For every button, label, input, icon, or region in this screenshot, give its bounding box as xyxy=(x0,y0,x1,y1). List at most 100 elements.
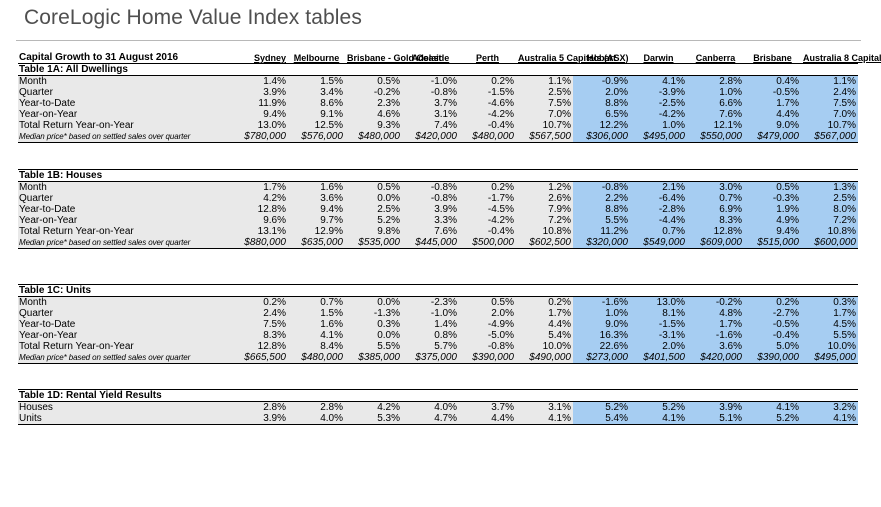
home-value-table: Capital Growth to 31 August 2016 Sydney Me… xyxy=(18,52,881,425)
value-cell: -4.2% xyxy=(459,108,516,120)
spacer-cell xyxy=(231,248,288,284)
value-cell: 1.9% xyxy=(744,203,801,215)
value-cell: 3.1% xyxy=(516,401,573,413)
column-header: Hobart xyxy=(573,52,630,63)
value-cell: 7.6% xyxy=(402,225,459,237)
row-label: Year-on-Year xyxy=(18,329,231,341)
spacer-cell xyxy=(345,248,402,284)
value-cell: 0.5% xyxy=(459,296,516,308)
spacer-cell xyxy=(231,142,288,169)
column-header-text: Hobart xyxy=(587,52,616,63)
column-header-text: Brisbane xyxy=(753,52,792,63)
value-cell: 12.8% xyxy=(231,203,288,215)
value-cell: 4.1% xyxy=(516,412,573,425)
value-cell: 7.5% xyxy=(516,97,573,109)
value-cell: -4.2% xyxy=(459,214,516,226)
value-cell: 5.5% xyxy=(345,340,402,352)
column-header-text: Adelaide xyxy=(411,52,450,63)
value-cell: -0.4% xyxy=(744,329,801,341)
value-cell: 4.1% xyxy=(630,412,687,425)
value-cell: 5.5% xyxy=(573,214,630,226)
value-cell: -1.7% xyxy=(459,192,516,204)
value-cell: -0.9% xyxy=(573,75,630,87)
value-cell: 1.7% xyxy=(687,318,744,330)
value-cell: 0.2% xyxy=(459,181,516,193)
table-row: Month 1.4% 1.5% 0.5% -1.0% 0.2% 1.1% -0.9% 4.1% 2… xyxy=(18,75,858,87)
spacer-cell xyxy=(288,363,345,389)
median-price-row: Median price* based on settled sales ove… xyxy=(18,236,858,249)
spacer-cell xyxy=(231,363,288,389)
row-label: Median price* based on settled sales ove… xyxy=(18,130,231,143)
value-cell: $273,000 xyxy=(573,351,630,364)
section-title-row: Table 1B: Houses xyxy=(18,168,858,182)
value-cell: 4.8% xyxy=(687,307,744,319)
column-header: Australia 5 Capitals (ASX) xyxy=(516,52,629,63)
value-cell: 4.2% xyxy=(345,401,402,413)
table-row: Year-on-Year 9.6% 9.7% 5.2% 3.3% -4.2% 7.2% 5.5… xyxy=(18,214,858,226)
value-cell: 7.4% xyxy=(402,119,459,131)
table-spacer xyxy=(18,363,858,389)
table-row: Month 0.2% 0.7% 0.0% -2.3% 0.5% 0.2% -1.6% 13.0%… xyxy=(18,296,858,308)
value-cell: -4.6% xyxy=(459,97,516,109)
table-row: Year-to-Date 7.5% 1.6% 0.3% 1.4% -4.9% 4.4% 9.0… xyxy=(18,318,858,330)
value-cell: -1.6% xyxy=(687,329,744,341)
spacer-cell xyxy=(18,363,231,389)
column-header-text: Melbourne xyxy=(293,52,340,63)
value-cell: 8.8% xyxy=(573,97,630,109)
value-cell: 22.6% xyxy=(573,340,630,352)
table-row: Year-to-Date 12.8% 9.4% 2.5% 3.9% -4.5% 7.9% 8.… xyxy=(18,203,858,215)
value-cell: $567,500 xyxy=(516,130,573,143)
value-cell: 4.4% xyxy=(459,412,516,425)
value-cell: 2.8% xyxy=(687,75,744,87)
value-cell: $390,000 xyxy=(744,351,801,364)
value-cell: 3.3% xyxy=(402,214,459,226)
row-label: Total Return Year-on-Year xyxy=(18,340,231,352)
value-cell: 0.0% xyxy=(345,192,402,204)
value-cell: 10.0% xyxy=(801,340,858,352)
table-row: Quarter 4.2% 3.6% 0.0% -0.8% -1.7% 2.6% 2.2% -6.… xyxy=(18,192,858,204)
row-label: Month xyxy=(18,181,231,193)
value-cell: -0.5% xyxy=(744,86,801,98)
value-cell: $780,000 xyxy=(231,130,288,143)
row-label: Median price* based on settled sales ove… xyxy=(18,236,231,249)
value-cell: 11.2% xyxy=(573,225,630,237)
value-cell: 3.9% xyxy=(231,412,288,425)
value-cell: 7.6% xyxy=(687,108,744,120)
value-cell: -0.8% xyxy=(459,340,516,352)
value-cell: $479,000 xyxy=(744,130,801,143)
value-cell: $880,000 xyxy=(231,236,288,249)
value-cell: -0.5% xyxy=(744,318,801,330)
value-cell: 4.0% xyxy=(288,412,345,425)
value-cell: 9.4% xyxy=(231,108,288,120)
value-cell: 9.0% xyxy=(744,119,801,131)
value-cell: 2.4% xyxy=(231,307,288,319)
value-cell: $602,500 xyxy=(516,236,573,249)
value-cell: $609,000 xyxy=(687,236,744,249)
value-cell: -1.0% xyxy=(402,307,459,319)
spacer-cell xyxy=(687,248,744,284)
value-cell: -1.0% xyxy=(402,75,459,87)
value-cell: 12.9% xyxy=(288,225,345,237)
table-row: Month 1.7% 1.6% 0.5% -0.8% 0.2% 1.2% -0.8% 2.1% 3… xyxy=(18,181,858,193)
value-cell: 9.8% xyxy=(345,225,402,237)
spacer-cell xyxy=(573,142,630,169)
value-cell: -2.7% xyxy=(744,307,801,319)
spacer-cell xyxy=(630,248,687,284)
value-cell: 2.5% xyxy=(801,192,858,204)
spacer-cell xyxy=(687,363,744,389)
value-cell: 3.0% xyxy=(687,181,744,193)
value-cell: 4.4% xyxy=(744,108,801,120)
value-cell: 5.7% xyxy=(402,340,459,352)
value-cell: 4.0% xyxy=(402,401,459,413)
value-cell: $576,000 xyxy=(288,130,345,143)
spacer-cell xyxy=(744,142,801,169)
value-cell: 0.8% xyxy=(402,329,459,341)
spacer-cell xyxy=(402,363,459,389)
column-header-text: Brisbane - Gold Coast xyxy=(347,52,442,63)
value-cell: 8.8% xyxy=(573,203,630,215)
value-cell: 7.5% xyxy=(231,318,288,330)
value-cell: -3.9% xyxy=(630,86,687,98)
value-cell: $635,000 xyxy=(288,236,345,249)
value-cell: $500,000 xyxy=(459,236,516,249)
table-row: Total Return Year-on-Year 13.0% 12.5% 9.3% 7… xyxy=(18,119,858,131)
